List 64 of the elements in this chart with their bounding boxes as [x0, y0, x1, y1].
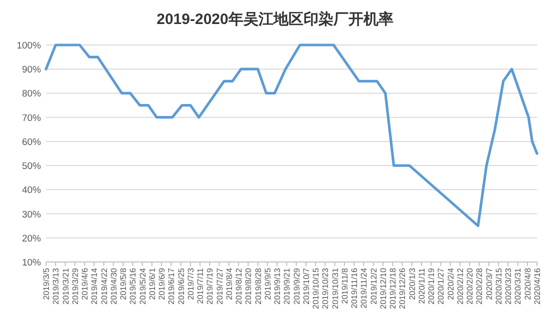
x-tick-label: 2020/1/27	[436, 268, 446, 304]
y-tick-label: 70%	[22, 112, 42, 124]
x-tick-label: 2019/9/5	[263, 268, 272, 300]
x-tick-label: 2019/10/31	[330, 268, 340, 309]
y-tick-label: 60%	[22, 136, 42, 148]
x-tick-label: 2019/9/13	[273, 268, 282, 304]
x-tick-label: 2019/12/10	[378, 268, 388, 309]
x-tick-label: 2019/12/18	[388, 268, 398, 309]
x-tick-label: 2019/4/30	[109, 268, 118, 304]
x-tick-label: 2019/3/13	[52, 268, 61, 304]
x-tick-label: 2019/7/3	[186, 268, 196, 300]
x-tick-label: 2019/8/12	[234, 268, 244, 304]
x-tick-label: 2019/5/16	[128, 268, 138, 304]
x-tick-label: 2020/2/4	[446, 268, 456, 300]
x-tick-label: 2019/4/6	[80, 268, 90, 300]
x-tick-label: 2019/11/8	[340, 268, 350, 304]
x-tick-label: 2019/4/22	[100, 268, 109, 304]
x-tick-label: 2020/4/16	[533, 268, 542, 304]
x-tick-label: 2019/6/17	[167, 268, 176, 304]
y-tick-label: 80%	[22, 88, 42, 100]
x-tick-label: 2019/3/29	[70, 268, 80, 304]
x-tick-label: 2019/8/20	[244, 268, 254, 304]
x-tick-label: 2019/9/21	[282, 268, 292, 304]
y-tick-label: 40%	[22, 185, 42, 196]
line-series	[44, 44, 538, 228]
y-tick-label: 90%	[22, 64, 42, 76]
x-tick-label: 2019/6/9	[158, 268, 167, 300]
x-tick-label: 2019/10/23	[321, 268, 330, 309]
x-tick-label: 2020/2/12	[456, 268, 465, 304]
x-tick-label: 2019/3/21	[61, 268, 70, 304]
x-tick-label: 2019/7/19	[206, 268, 215, 304]
x-tick-label: 2019/9/29	[292, 268, 302, 304]
x-tick-label: 2019/8/4	[224, 268, 234, 300]
x-tick-label: 2019/7/11	[196, 268, 206, 304]
x-tick-label: 2019/12/2	[369, 268, 378, 304]
x-tick-label: 2020/2/28	[475, 268, 484, 304]
x-tick-label: 2020/1/19	[427, 268, 436, 304]
x-tick-label: 2020/1/3	[408, 268, 417, 300]
x-tick-label: 2020/3/23	[504, 268, 514, 304]
x-tick-label: 2020/4/8	[523, 268, 532, 300]
x-tick-label: 2019/5/24	[138, 268, 148, 304]
x-tick-label: 2019/11/24	[360, 268, 369, 308]
x-tick-label: 2019/3/5	[42, 268, 51, 300]
x-tick-label: 2019/12/26	[398, 268, 408, 309]
chart-title: 2019-2020年吴江地区印染厂开机率	[156, 10, 394, 28]
x-tick-label: 2020/3/7	[484, 268, 494, 300]
x-tick-label: 2020/3/15	[494, 268, 504, 304]
y-tick-label: 30%	[22, 209, 42, 220]
x-tick-label: 2019/11/16	[350, 268, 360, 308]
x-tick-label: 2019/5/8	[119, 268, 128, 300]
x-tick-label: 2019/6/25	[176, 268, 186, 304]
y-tick-label: 10%	[22, 258, 42, 268]
y-tick-label: 100%	[16, 40, 42, 52]
x-tick-label: 2019/8/28	[254, 268, 263, 304]
x-tick-label: 2020/3/31	[514, 268, 523, 304]
x-tick-label: 2020/2/20	[466, 268, 475, 304]
x-tick-label: 2019/6/1	[148, 268, 157, 300]
x-tick-label: 2020/1/11	[417, 268, 426, 304]
x-tick-label: 2019/10/7	[302, 268, 311, 304]
y-tick-label: 20%	[22, 233, 42, 244]
x-tick-label: 2019/10/15	[312, 268, 321, 309]
x-tick-label: 2019/4/14	[90, 268, 100, 304]
x-tick-label: 2019/7/27	[215, 268, 224, 304]
y-tick-label: 50%	[22, 161, 42, 172]
